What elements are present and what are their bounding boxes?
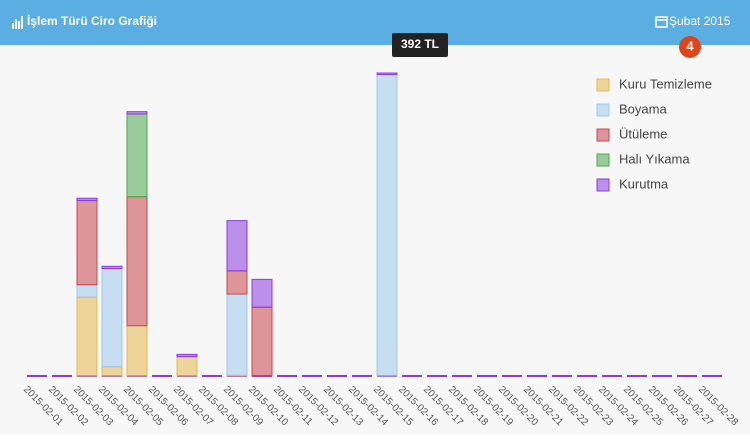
- legend-label: Ütüleme: [619, 126, 667, 141]
- bar-segment: [126, 325, 148, 377]
- bar-segment: [126, 196, 148, 327]
- bar-segment: [176, 356, 198, 377]
- bar-segment: [76, 284, 98, 298]
- tooltip-text: 392 TL: [401, 37, 439, 51]
- bar-segment: [176, 353, 198, 358]
- header-period[interactable]: Şubat 2015: [669, 14, 731, 28]
- header-title: İşlem Türü Ciro Grafiği: [27, 13, 157, 28]
- bar-segment: [126, 111, 148, 115]
- legend-label: Kuru Temizleme: [619, 76, 712, 91]
- legend-swatch: [596, 103, 610, 117]
- legend-swatch: [596, 178, 610, 192]
- legend-label: Boyama: [619, 101, 667, 116]
- legend-swatch: [596, 153, 610, 167]
- header-bar: [0, 0, 750, 45]
- bar-segment: [76, 296, 98, 377]
- bar-segment: [251, 278, 273, 308]
- bar-segment: [376, 72, 398, 76]
- bar-segment: [101, 265, 123, 270]
- bar-segment: [226, 293, 248, 376]
- bar-segment: [101, 268, 123, 368]
- legend-label: Kurutma: [619, 176, 669, 191]
- legend-swatch: [596, 128, 610, 142]
- bar-segment: [251, 306, 273, 377]
- chart-icon: [12, 16, 23, 29]
- bar-segment: [101, 366, 123, 377]
- legend-swatch: [596, 78, 610, 92]
- bar-segment: [226, 270, 248, 295]
- bar-segment: [76, 197, 98, 202]
- tooltip: [392, 33, 448, 57]
- bar-segment: [126, 113, 148, 198]
- bar-segment: [226, 220, 248, 272]
- badge-text: 4: [686, 38, 694, 53]
- badge: [679, 36, 701, 58]
- legend-label: Halı Yıkama: [619, 151, 690, 166]
- calendar-icon: [655, 16, 668, 28]
- bar-segment: [76, 200, 98, 286]
- bar-segment: [376, 74, 398, 377]
